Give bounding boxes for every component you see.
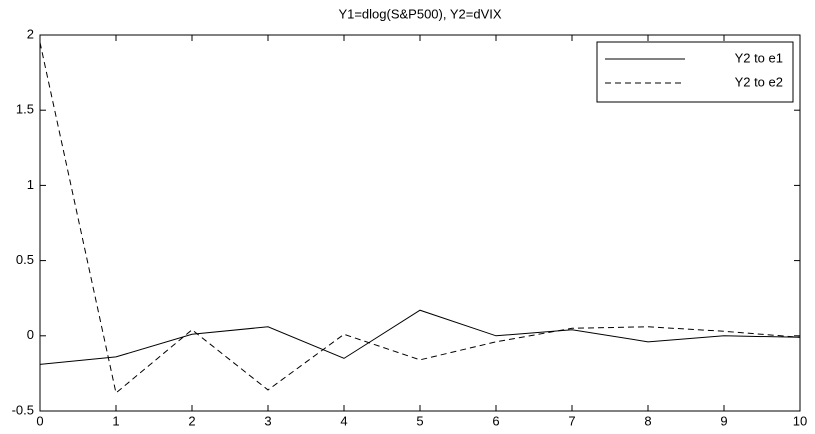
x-tick-label: 1 xyxy=(112,413,119,428)
y-tick-label: 1 xyxy=(27,177,34,192)
x-tick-label: 0 xyxy=(36,413,43,428)
x-tick-label: 7 xyxy=(568,413,575,428)
chart-title: Y1=dlog(S&P500), Y2=dVIX xyxy=(338,6,501,21)
x-tick-label: 8 xyxy=(644,413,651,428)
x-tick-label: 3 xyxy=(264,413,271,428)
legend-label: Y2 to e1 xyxy=(735,50,783,65)
series-line xyxy=(39,42,801,394)
x-tick-label: 9 xyxy=(720,413,727,428)
x-tick-label: 2 xyxy=(188,413,195,428)
y-tick-label: 1.5 xyxy=(16,102,34,117)
y-tick-label: -0.5 xyxy=(12,402,34,417)
x-tick-label: 4 xyxy=(340,413,347,428)
y-tick-label: 0.5 xyxy=(16,252,34,267)
x-tick-label: 5 xyxy=(416,413,423,428)
x-tick-label: 10 xyxy=(793,413,807,428)
x-tick-label: 6 xyxy=(492,413,499,428)
series-line xyxy=(39,309,801,365)
y-tick-label: 0 xyxy=(27,327,34,342)
legend-label: Y2 to e2 xyxy=(735,74,783,89)
y-tick-label: 2 xyxy=(27,26,34,41)
legend-box xyxy=(596,41,794,103)
